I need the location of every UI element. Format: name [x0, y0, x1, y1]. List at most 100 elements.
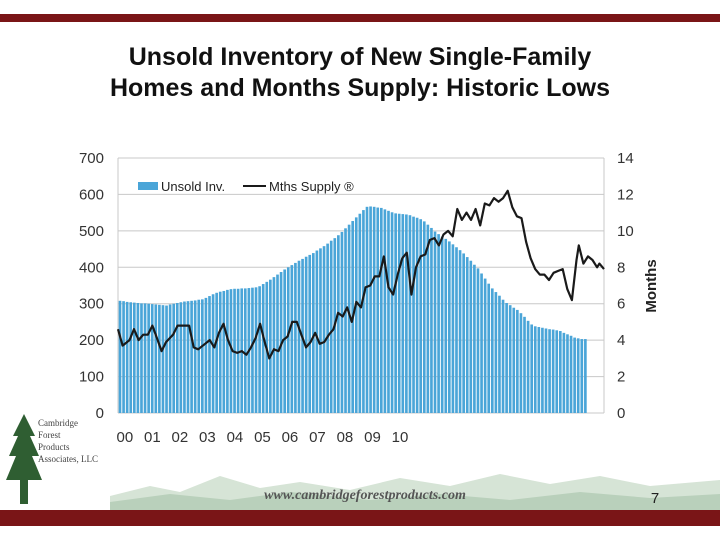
inventory-bar: [541, 327, 544, 413]
left-tick-label: 500: [79, 223, 104, 240]
inventory-bar: [480, 273, 483, 413]
logo-text-line-2: Forest: [38, 430, 61, 440]
inventory-bar: [440, 236, 444, 413]
inventory-bar: [544, 328, 548, 413]
inventory-bar: [422, 221, 426, 413]
inventory-bar: [458, 250, 462, 413]
bottom-accent-bar: [0, 510, 720, 526]
right-tick-label: 10: [617, 223, 634, 240]
inventory-bar: [451, 244, 455, 413]
logo-text-line-4: Associates, LLC: [38, 454, 98, 464]
chart-legend: Unsold Inv. Mths Supply ®: [138, 179, 354, 194]
inventory-bar: [566, 334, 569, 413]
inventory-bar: [218, 291, 222, 413]
inventory-bar: [254, 287, 258, 413]
inventory-bar: [365, 206, 369, 413]
inventory-bar: [426, 224, 430, 413]
inventory-bar: [204, 297, 208, 413]
inventory-bar: [297, 260, 301, 413]
inventory-bar: [372, 206, 376, 413]
right-tick-label: 8: [617, 259, 625, 276]
inventory-bar: [337, 235, 340, 413]
inventory-bar: [508, 305, 512, 413]
inventory-bar: [548, 329, 551, 413]
x-tick-label: 02: [172, 429, 189, 446]
inventory-bar: [258, 286, 261, 413]
left-tick-label: 400: [79, 259, 104, 276]
inventory-bar: [154, 304, 158, 413]
left-tick-label: 700: [79, 150, 104, 167]
x-tick-label: 04: [227, 429, 244, 446]
legend-inventory-label: Unsold Inv.: [161, 179, 225, 194]
x-tick-label: 10: [392, 429, 409, 446]
left-tick-label: 200: [79, 332, 104, 349]
inventory-bar: [401, 214, 405, 413]
top-accent-bar: [0, 14, 720, 22]
inventory-bar: [473, 264, 476, 413]
inventory-bar: [358, 213, 362, 413]
left-axis-ticks: 0 100 200 300 400 500 600 700: [79, 150, 104, 422]
inventory-bar: [437, 234, 440, 413]
inventory-bar: [215, 292, 218, 413]
inventory-bar: [433, 231, 437, 413]
inventory-bar: [344, 228, 347, 413]
inventory-bar: [340, 231, 344, 413]
inventory-bar: [354, 217, 358, 413]
inventory-bar: [143, 303, 147, 413]
inventory-bar: [576, 338, 580, 413]
x-tick-label: 08: [337, 429, 354, 446]
inventory-bar: [476, 268, 480, 413]
x-axis-ticks: 00 01 02 03 04 05 06 07 08 09 10: [117, 429, 409, 446]
inventory-bar: [276, 274, 279, 413]
right-tick-label: 12: [617, 186, 634, 203]
inventory-bar: [125, 301, 129, 413]
inventory-bar: [530, 324, 533, 413]
website-url[interactable]: www.cambridgeforestproducts.com: [264, 488, 466, 503]
inventory-bar: [455, 247, 458, 413]
inventory-bar: [329, 240, 333, 413]
inventory-bar: [286, 267, 290, 413]
inventory-bar: [501, 299, 505, 413]
slide-title: Unsold Inventory of New Single-Family Ho…: [40, 42, 680, 104]
decorative-hills: [110, 474, 720, 510]
x-tick-label: 01: [144, 429, 161, 446]
inventory-bar: [226, 289, 229, 413]
legend-inventory-swatch: [138, 182, 158, 190]
supply-line-group: [116, 189, 605, 360]
inventory-bar: [383, 209, 387, 413]
inventory-bar: [580, 339, 584, 413]
right-axis-ticks: 0 2 4 6 8 10 12 14: [617, 150, 634, 422]
inventory-bar: [172, 303, 176, 413]
inventory-bar: [294, 262, 297, 413]
x-tick-label: 09: [364, 429, 381, 446]
inventory-bar: [175, 302, 179, 413]
inventory-bar: [415, 217, 419, 413]
inventory-bar: [516, 309, 519, 413]
inventory-bar: [369, 206, 372, 413]
x-tick-label: 05: [254, 429, 271, 446]
inventory-bar: [222, 290, 226, 413]
inventory-bar: [533, 326, 537, 413]
page-number: 7: [650, 490, 660, 507]
inventory-bar: [122, 301, 125, 413]
inventory-bar: [140, 303, 143, 413]
left-tick-label: 0: [96, 405, 104, 422]
inventory-bar: [179, 302, 183, 413]
pine-tree-icon: [6, 414, 42, 504]
inventory-bar: [243, 288, 247, 413]
legend-supply-label: Mths Supply ®: [269, 179, 354, 194]
logo-text-line-3: Products: [38, 442, 70, 452]
supply-line: [116, 189, 605, 360]
slide-title-line-2: Homes and Months Supply: Historic Lows: [109, 74, 611, 102]
inventory-bar: [519, 313, 523, 413]
inventory-bar: [208, 296, 211, 413]
inventory-bar: [311, 253, 315, 413]
inventory-bar: [512, 307, 516, 413]
inventory-bar: [444, 238, 448, 413]
inventory-bar: [315, 250, 319, 413]
inventory-bar: [387, 210, 390, 413]
left-tick-label: 100: [79, 369, 104, 386]
inventory-bar: [394, 213, 397, 413]
inventory-bar: [136, 302, 140, 413]
